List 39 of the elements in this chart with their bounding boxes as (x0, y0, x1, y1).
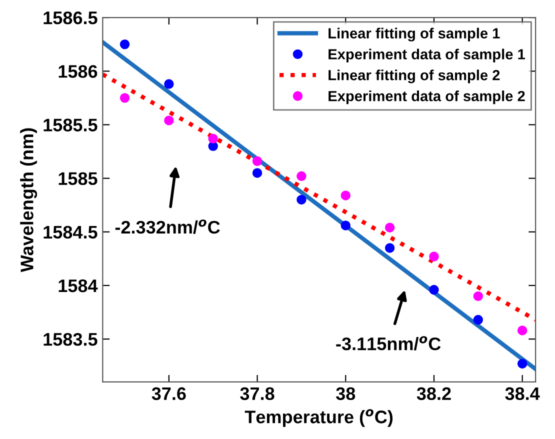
point (120, 39, 130, 50)
legend-label: Linear fitting of sample 2 (328, 70, 500, 84)
point (473, 314, 484, 325)
annotation: -3.115nm/$^{o}$C (336, 336, 441, 350)
x-tick-label: 37.8 (240, 387, 274, 400)
legend-label: Linear fitting of sample 1 (328, 28, 500, 42)
point (296, 171, 306, 182)
y-axis-title: Wavelength (nm) (20, 128, 38, 272)
point (252, 156, 262, 166)
y-tick-label: 1584.5 (44, 226, 98, 239)
annotation: -2.332nm/$^{o}$C (115, 219, 220, 234)
x-axis-title: Temperature ($^{o}$C) (244, 409, 393, 427)
point (208, 134, 218, 144)
y-tick-label: 1585.5 (44, 118, 98, 132)
x-tick-label: 38.4 (505, 387, 540, 400)
y-tick-label: 1586 (58, 65, 98, 78)
point (296, 194, 306, 205)
point (164, 116, 174, 126)
point (473, 291, 484, 302)
y-tick-label: 1586.5 (44, 11, 98, 24)
y-tick-label: 1584 (58, 279, 98, 292)
y-tick-label: 1585 (58, 172, 98, 186)
point (429, 284, 439, 295)
point (164, 79, 174, 89)
y-tick-label: 1583.5 (44, 332, 98, 346)
point (120, 93, 130, 103)
x-tick-label: 38 (336, 387, 356, 400)
point (384, 243, 395, 253)
x-tick-label: 38.2 (416, 387, 451, 400)
point (252, 168, 262, 178)
point (517, 326, 528, 336)
legend-label: Experiment data of sample 2 (328, 90, 525, 104)
x-tick-label: 37.6 (152, 387, 186, 400)
point (340, 190, 350, 200)
legend-label: Experiment data of sample 1 (328, 48, 525, 62)
point (384, 222, 395, 232)
point (429, 252, 439, 262)
point (340, 220, 350, 230)
point (517, 358, 528, 369)
